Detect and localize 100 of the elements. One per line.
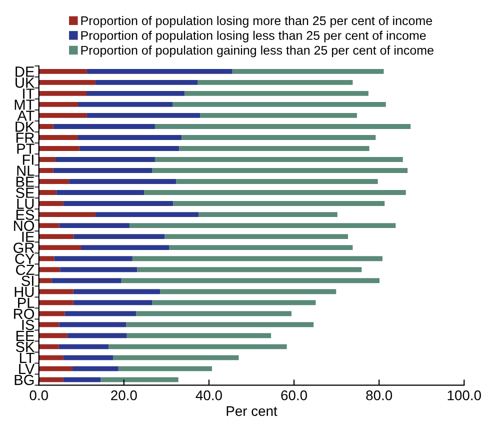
bar <box>38 377 64 382</box>
bar <box>136 311 292 316</box>
y-tick-label: LV <box>19 364 35 374</box>
bar <box>55 157 155 162</box>
bar <box>137 267 362 272</box>
y-tick-label: LT <box>20 352 34 363</box>
bar <box>154 124 411 129</box>
bar <box>38 267 60 272</box>
y-tick-label: GR <box>14 242 34 254</box>
bar <box>86 90 185 96</box>
y-tick-label: LU <box>17 198 34 209</box>
bar <box>38 355 64 360</box>
bar <box>182 135 376 140</box>
bar <box>160 289 336 294</box>
bar <box>38 201 64 206</box>
bar <box>164 234 348 240</box>
bar <box>200 112 357 118</box>
bar <box>38 157 56 162</box>
y-tick-label: EE <box>16 330 34 341</box>
bar <box>38 90 87 96</box>
bar <box>38 68 87 74</box>
bar <box>95 212 199 218</box>
bar <box>78 102 173 107</box>
bar <box>95 80 198 85</box>
bar <box>232 68 384 74</box>
bar <box>152 168 408 173</box>
bar <box>38 322 60 328</box>
y-tick-label: IE <box>22 232 34 242</box>
bar <box>38 256 54 262</box>
bar <box>172 102 386 107</box>
legend-label: Proportion of population losing more than 25 per cent of income <box>81 16 432 28</box>
y-tick-label: PT <box>17 144 34 154</box>
y-tick-label: UK <box>16 78 35 88</box>
y-tick-label: HU <box>14 286 34 298</box>
bar <box>38 179 70 184</box>
y-tick-label: NL <box>17 166 34 176</box>
bar <box>63 201 174 206</box>
bar <box>38 146 80 151</box>
bar <box>173 201 385 206</box>
bar <box>154 157 403 162</box>
bar <box>38 168 54 173</box>
bar <box>38 289 74 294</box>
bar <box>69 179 176 184</box>
y-tick-label: SK <box>16 342 35 352</box>
bar <box>73 300 152 306</box>
y-tick-label: ES <box>16 210 34 220</box>
bar <box>38 333 68 338</box>
bar <box>38 80 96 85</box>
y-tick-label: NO <box>14 220 34 231</box>
bar <box>79 146 180 151</box>
bar <box>38 311 65 316</box>
y-tick-label: SI <box>22 276 34 286</box>
bar <box>126 322 314 328</box>
bar <box>54 256 132 262</box>
bar <box>73 289 160 294</box>
bar <box>184 90 368 96</box>
bar <box>72 366 118 372</box>
y-tick-label: DK <box>16 122 35 132</box>
y-tick-label: BE <box>16 176 34 187</box>
bar <box>38 366 72 372</box>
bar <box>59 322 126 328</box>
bar <box>198 80 353 85</box>
bar <box>38 112 87 118</box>
bar <box>86 112 200 118</box>
y-tick-label: CZ <box>16 264 34 276</box>
y-tick-label: IS <box>22 320 34 330</box>
bar <box>53 168 152 173</box>
bar <box>63 355 114 360</box>
bar <box>38 245 81 250</box>
y-tick-label: FR <box>16 132 34 143</box>
y-tick-label: SE <box>16 188 34 198</box>
bar <box>56 190 144 196</box>
x-tick-label: 0.0 <box>30 390 48 400</box>
bar <box>176 179 378 184</box>
bar <box>52 278 122 284</box>
bar <box>121 278 380 284</box>
bar <box>38 300 74 306</box>
bar <box>80 245 170 250</box>
bar <box>53 124 155 129</box>
bar <box>113 355 239 360</box>
bar <box>132 256 382 262</box>
y-tick-label: BG <box>14 374 34 386</box>
x-tick-label: 20.0 <box>111 390 137 400</box>
bar <box>38 278 52 284</box>
y-tick-label: PL <box>18 298 34 308</box>
bar <box>86 68 232 74</box>
x-tick-label: 60.0 <box>281 390 308 400</box>
bar <box>38 344 59 350</box>
y-tick-label: CY <box>15 254 34 264</box>
x-tick-label: 40.0 <box>196 390 222 400</box>
y-tick-label: FI <box>22 154 34 165</box>
bar <box>118 366 212 372</box>
legend-label: Proportion of population losing less than 25 per cent of income <box>81 30 426 42</box>
bar <box>59 223 130 228</box>
bar <box>38 234 74 240</box>
x-tick-label: 80.0 <box>366 390 392 400</box>
y-tick-label: RO <box>14 308 34 320</box>
legend-label: Proportion of population gaining less than 25 per cent of income <box>81 46 434 58</box>
bar <box>60 267 138 272</box>
bar <box>67 333 127 338</box>
